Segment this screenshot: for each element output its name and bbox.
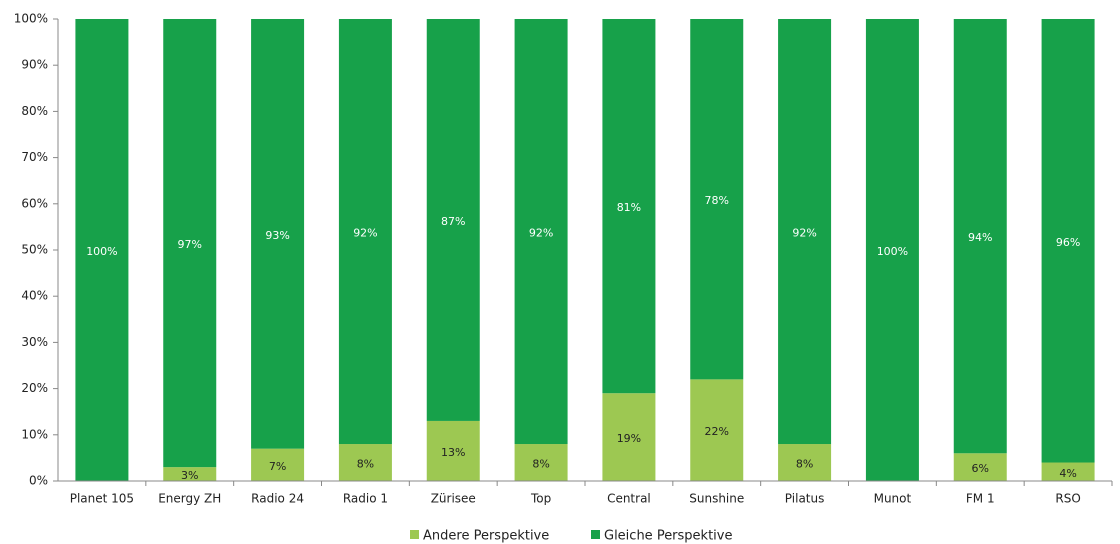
y-tick-label: 50% [21, 243, 48, 257]
value-label: 8% [796, 458, 813, 471]
value-label: 92% [529, 227, 553, 240]
value-label: 96% [1056, 236, 1080, 249]
x-tick-label: Zürisee [431, 492, 476, 506]
bar-segment [338, 444, 392, 481]
value-label: 93% [265, 229, 289, 242]
x-tick-label: Central [607, 492, 651, 506]
y-tick-label: 10% [21, 427, 48, 441]
bar-segment [514, 19, 568, 445]
value-label: 6% [972, 462, 989, 475]
value-label: 100% [877, 245, 908, 258]
value-label: 94% [968, 231, 992, 244]
x-tick-label: Munot [874, 492, 912, 506]
value-label: 78% [705, 194, 729, 207]
x-tick-label: Sunshine [689, 492, 744, 506]
value-label: 92% [792, 227, 816, 240]
bar-segment [690, 19, 744, 380]
bar-segment [514, 444, 568, 481]
x-tick-label: FM 1 [966, 492, 995, 506]
value-label: 8% [357, 458, 374, 471]
value-label: 22% [705, 425, 729, 438]
value-label: 97% [178, 238, 202, 251]
bar-segment [251, 448, 305, 481]
value-label: 87% [441, 215, 465, 228]
y-tick-label: 0% [29, 474, 48, 488]
bar-segment [953, 453, 1007, 481]
bar-segment [251, 19, 305, 449]
bar-segment [602, 19, 656, 394]
bar-segment [338, 19, 392, 445]
x-tick-label: Energy ZH [158, 492, 221, 506]
value-label: 13% [441, 446, 465, 459]
legend-swatch [591, 530, 600, 539]
y-tick-label: 70% [21, 150, 48, 164]
value-label: 7% [269, 460, 286, 473]
value-label: 4% [1059, 467, 1076, 480]
legend-label: Gleiche Perspektive [604, 529, 732, 544]
x-tick-label: Planet 105 [70, 492, 134, 506]
bar-segment [426, 420, 480, 481]
value-label: 8% [532, 458, 549, 471]
y-tick-label: 20% [21, 381, 48, 395]
bar-segment [602, 393, 656, 481]
bar-segment [953, 19, 1007, 454]
y-tick-label: 90% [21, 58, 48, 72]
bar-segment [690, 379, 744, 481]
value-label: 81% [617, 201, 641, 214]
x-tick-label: Top [530, 492, 551, 506]
bar-segment [865, 19, 919, 481]
x-tick-label: Pilatus [785, 492, 825, 506]
y-tick-label: 80% [21, 104, 48, 118]
y-tick-label: 100% [14, 12, 48, 26]
legend-swatch [410, 530, 419, 539]
bar-segment [163, 19, 217, 468]
legend-label: Andere Perspektive [423, 529, 549, 544]
bar-segment [426, 19, 480, 421]
value-label: 3% [181, 469, 198, 482]
x-tick-label: Radio 1 [343, 492, 388, 506]
bar-segment [778, 444, 832, 481]
y-tick-label: 40% [21, 289, 48, 303]
bar-segment [75, 19, 129, 481]
value-label: 19% [617, 432, 641, 445]
x-tick-label: RSO [1055, 492, 1080, 506]
bar-segment [778, 19, 832, 445]
x-tick-label: Radio 24 [251, 492, 304, 506]
bar-segment [163, 467, 217, 481]
bar-segment [1041, 462, 1095, 481]
value-label: 92% [353, 227, 377, 240]
bar-segment [1041, 19, 1095, 463]
y-tick-label: 60% [21, 196, 48, 210]
value-label: 100% [86, 245, 117, 258]
y-tick-label: 30% [21, 335, 48, 349]
